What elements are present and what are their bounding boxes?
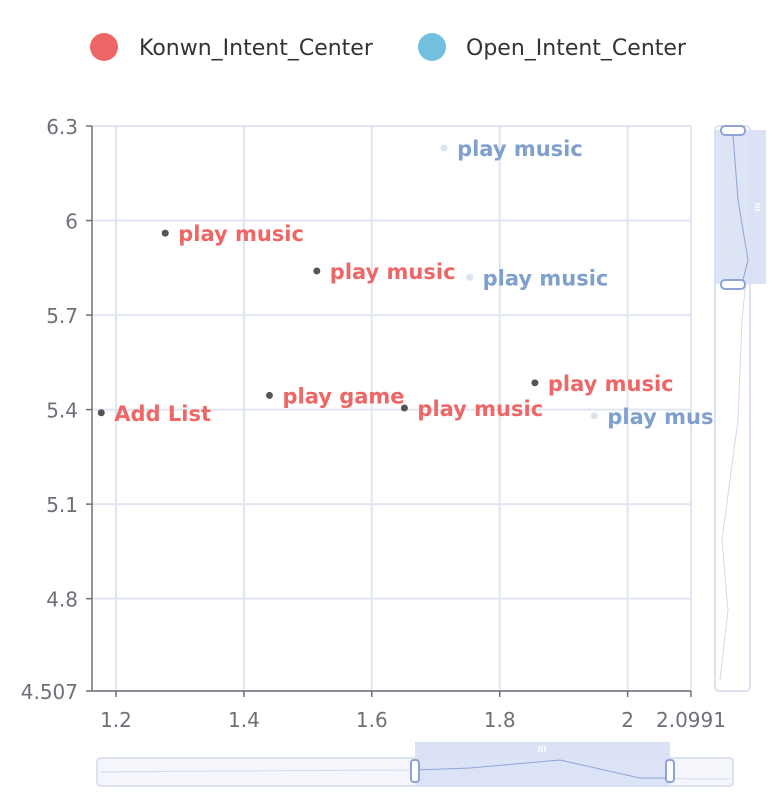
scatter-point[interactable] [531, 379, 539, 387]
x-zoom-handle-right[interactable] [665, 759, 675, 783]
legend-item-known[interactable]: Konwn_Intent_Center [90, 33, 374, 61]
legend-item-open[interactable]: Open_Intent_Center [418, 33, 687, 61]
x-data-zoom[interactable] [96, 742, 734, 787]
y-zoom-selected-range[interactable] [715, 130, 750, 284]
scatter-point[interactable] [313, 267, 321, 275]
x-tick-label: 2.0991 [656, 708, 726, 732]
scatter-point[interactable] [590, 412, 598, 420]
legend-label-known: Konwn_Intent_Center [139, 36, 374, 61]
x-tick-label: 1.4 [228, 708, 260, 732]
y-tick-label: 5.7 [46, 304, 78, 328]
y-zoom-handle-bottom[interactable] [720, 279, 746, 290]
y-tick-label: 4.507 [21, 680, 78, 704]
axes: 4.507 4.8 5.1 5.4 5.7 6 6.3 1.2 1.4 1.6 1.8 2 2.0991 [21, 115, 726, 732]
y-tick-label: 4.8 [46, 588, 78, 612]
legend-marker-known [90, 33, 118, 61]
scatter-point[interactable] [400, 404, 408, 412]
y-zoom-selected-series [732, 134, 749, 285]
y-zoom-handle-top[interactable] [720, 125, 746, 136]
scatter-point[interactable] [97, 409, 105, 417]
x-tick-label: 1.8 [484, 708, 516, 732]
x-zoom-selected-range[interactable] [415, 758, 670, 786]
y-tick-label: 5.4 [46, 399, 78, 423]
point-label: play music [330, 260, 456, 284]
point-label: play music [483, 266, 609, 290]
scatter-point[interactable] [440, 144, 448, 152]
x-zoom-handle-left[interactable] [410, 759, 420, 783]
point-label: play music [457, 137, 583, 161]
y-tick-label: 6 [65, 210, 78, 234]
point-label: Add List [114, 402, 211, 426]
x-zoom-grip-icon [538, 746, 546, 752]
x-tick-label: 1.2 [100, 708, 132, 732]
legend-label-open: Open_Intent_Center [466, 36, 687, 61]
scatter-point[interactable] [466, 273, 474, 281]
x-tick-label: 1.6 [356, 708, 388, 732]
point-label: play game [282, 384, 404, 408]
legend[interactable]: Konwn_Intent_Center Open_Intent_Center [90, 33, 687, 61]
plot-area: 4.507 4.8 5.1 5.4 5.7 6 6.3 1.2 1.4 1.6 1.8 2 2.0991… [21, 115, 733, 732]
scatter-point[interactable] [161, 229, 169, 237]
point-label: play music [417, 397, 543, 421]
legend-marker-open [418, 33, 446, 61]
point-label: play music [607, 405, 733, 429]
y-data-zoom[interactable] [714, 125, 766, 692]
y-tick-label: 5.1 [46, 493, 78, 517]
point-label: play music [178, 222, 304, 246]
x-tick-label: 2 [621, 708, 634, 732]
x-zoom-selected-series [414, 759, 670, 779]
scatter-point[interactable] [265, 391, 273, 399]
y-tick-label: 6.3 [46, 115, 78, 139]
y-zoom-grip-icon [755, 203, 760, 211]
point-label: play music [548, 372, 674, 396]
grid-lines [92, 125, 692, 692]
